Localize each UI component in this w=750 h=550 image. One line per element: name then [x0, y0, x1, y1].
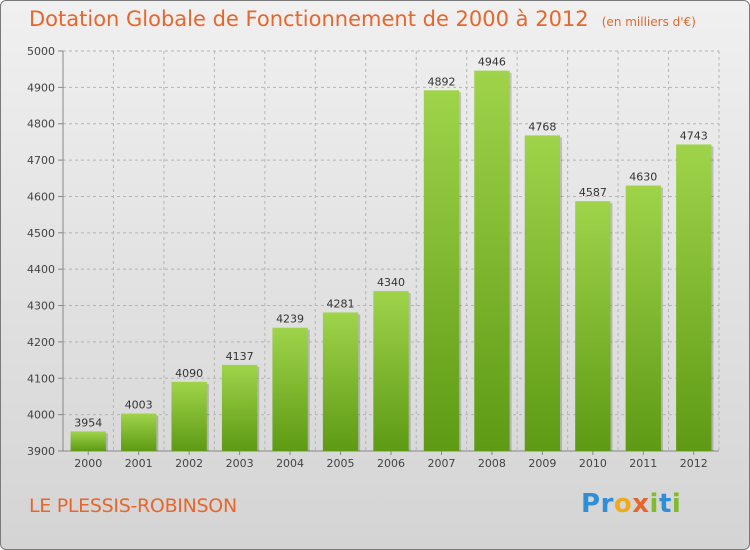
y-tick-label: 4900: [27, 81, 55, 94]
x-tick-label: 2002: [175, 457, 203, 470]
x-tick-label: 2000: [74, 457, 102, 470]
bar-value-label: 4239: [276, 313, 304, 326]
x-tick-label: 2008: [478, 457, 506, 470]
x-tick-label: 2005: [327, 457, 355, 470]
bar-value-label: 4630: [629, 171, 657, 184]
x-tick-label: 2011: [629, 457, 657, 470]
chart-title: Dotation Globale de Fonctionnement de 20…: [29, 7, 589, 31]
tick-labels: 3900 4000 4100 4200 4300 4400 4500 4600 4700 4800…: [27, 45, 708, 470]
bar: [221, 364, 258, 451]
bars: [70, 70, 714, 452]
x-tick-label: 2010: [579, 457, 607, 470]
bar-value-label: 4340: [377, 276, 405, 289]
y-tick-label: 4700: [27, 154, 55, 167]
y-tick-label: 4300: [27, 300, 55, 313]
bar: [676, 144, 712, 452]
bar-value-label: 4003: [125, 399, 153, 412]
y-tick-label: 4600: [27, 190, 55, 203]
y-tick-label: 3900: [27, 445, 55, 458]
y-tick-label: 4400: [27, 263, 55, 276]
bar: [70, 431, 106, 451]
bar: [121, 413, 157, 451]
bar-value-label: 4946: [478, 56, 506, 69]
bar: [423, 90, 460, 451]
bar-value-label: 4137: [226, 350, 254, 363]
bar: [474, 70, 510, 452]
bar-value-label: 4768: [528, 120, 556, 133]
bar: [373, 291, 409, 451]
x-tick-label: 2001: [125, 457, 153, 470]
bar-value-label: 3954: [74, 416, 102, 429]
bar-value-label: 4892: [427, 75, 455, 88]
value-labels: 3954 4003 4090 4137 4239 4281 4340 4892 4946 4768…: [74, 56, 708, 430]
bar-value-label: 4743: [680, 129, 708, 142]
bar-value-label: 4281: [327, 297, 355, 310]
proxiti-logo: Proxiti: [581, 489, 682, 519]
bar-value-label: 4090: [175, 367, 203, 380]
bar: [272, 327, 308, 451]
unit-note: (en milliers d'€): [601, 15, 696, 29]
y-tick-label: 4000: [27, 409, 55, 422]
commune-name: LE PLESSIS-ROBINSON: [29, 495, 237, 517]
x-tick-label: 2006: [377, 457, 405, 470]
bar: [171, 381, 207, 451]
x-tick-label: 2003: [226, 457, 254, 470]
x-tick-label: 2007: [427, 457, 455, 470]
bar-value-label: 4587: [579, 186, 607, 199]
chart-title-block: Dotation Globale de Fonctionnement de 20…: [29, 7, 696, 31]
bar: [524, 135, 561, 451]
y-tick-label: 4500: [27, 227, 55, 240]
y-tick-label: 4100: [27, 372, 55, 385]
x-tick-label: 2004: [276, 457, 304, 470]
bar: [625, 185, 661, 451]
x-tick-label: 2012: [680, 457, 708, 470]
bar: [575, 201, 611, 451]
y-tick-label: 4800: [27, 118, 55, 131]
x-tick-label: 2009: [528, 457, 556, 470]
y-tick-label: 4200: [27, 336, 55, 349]
bar: [322, 312, 359, 451]
y-tick-label: 5000: [27, 45, 55, 58]
